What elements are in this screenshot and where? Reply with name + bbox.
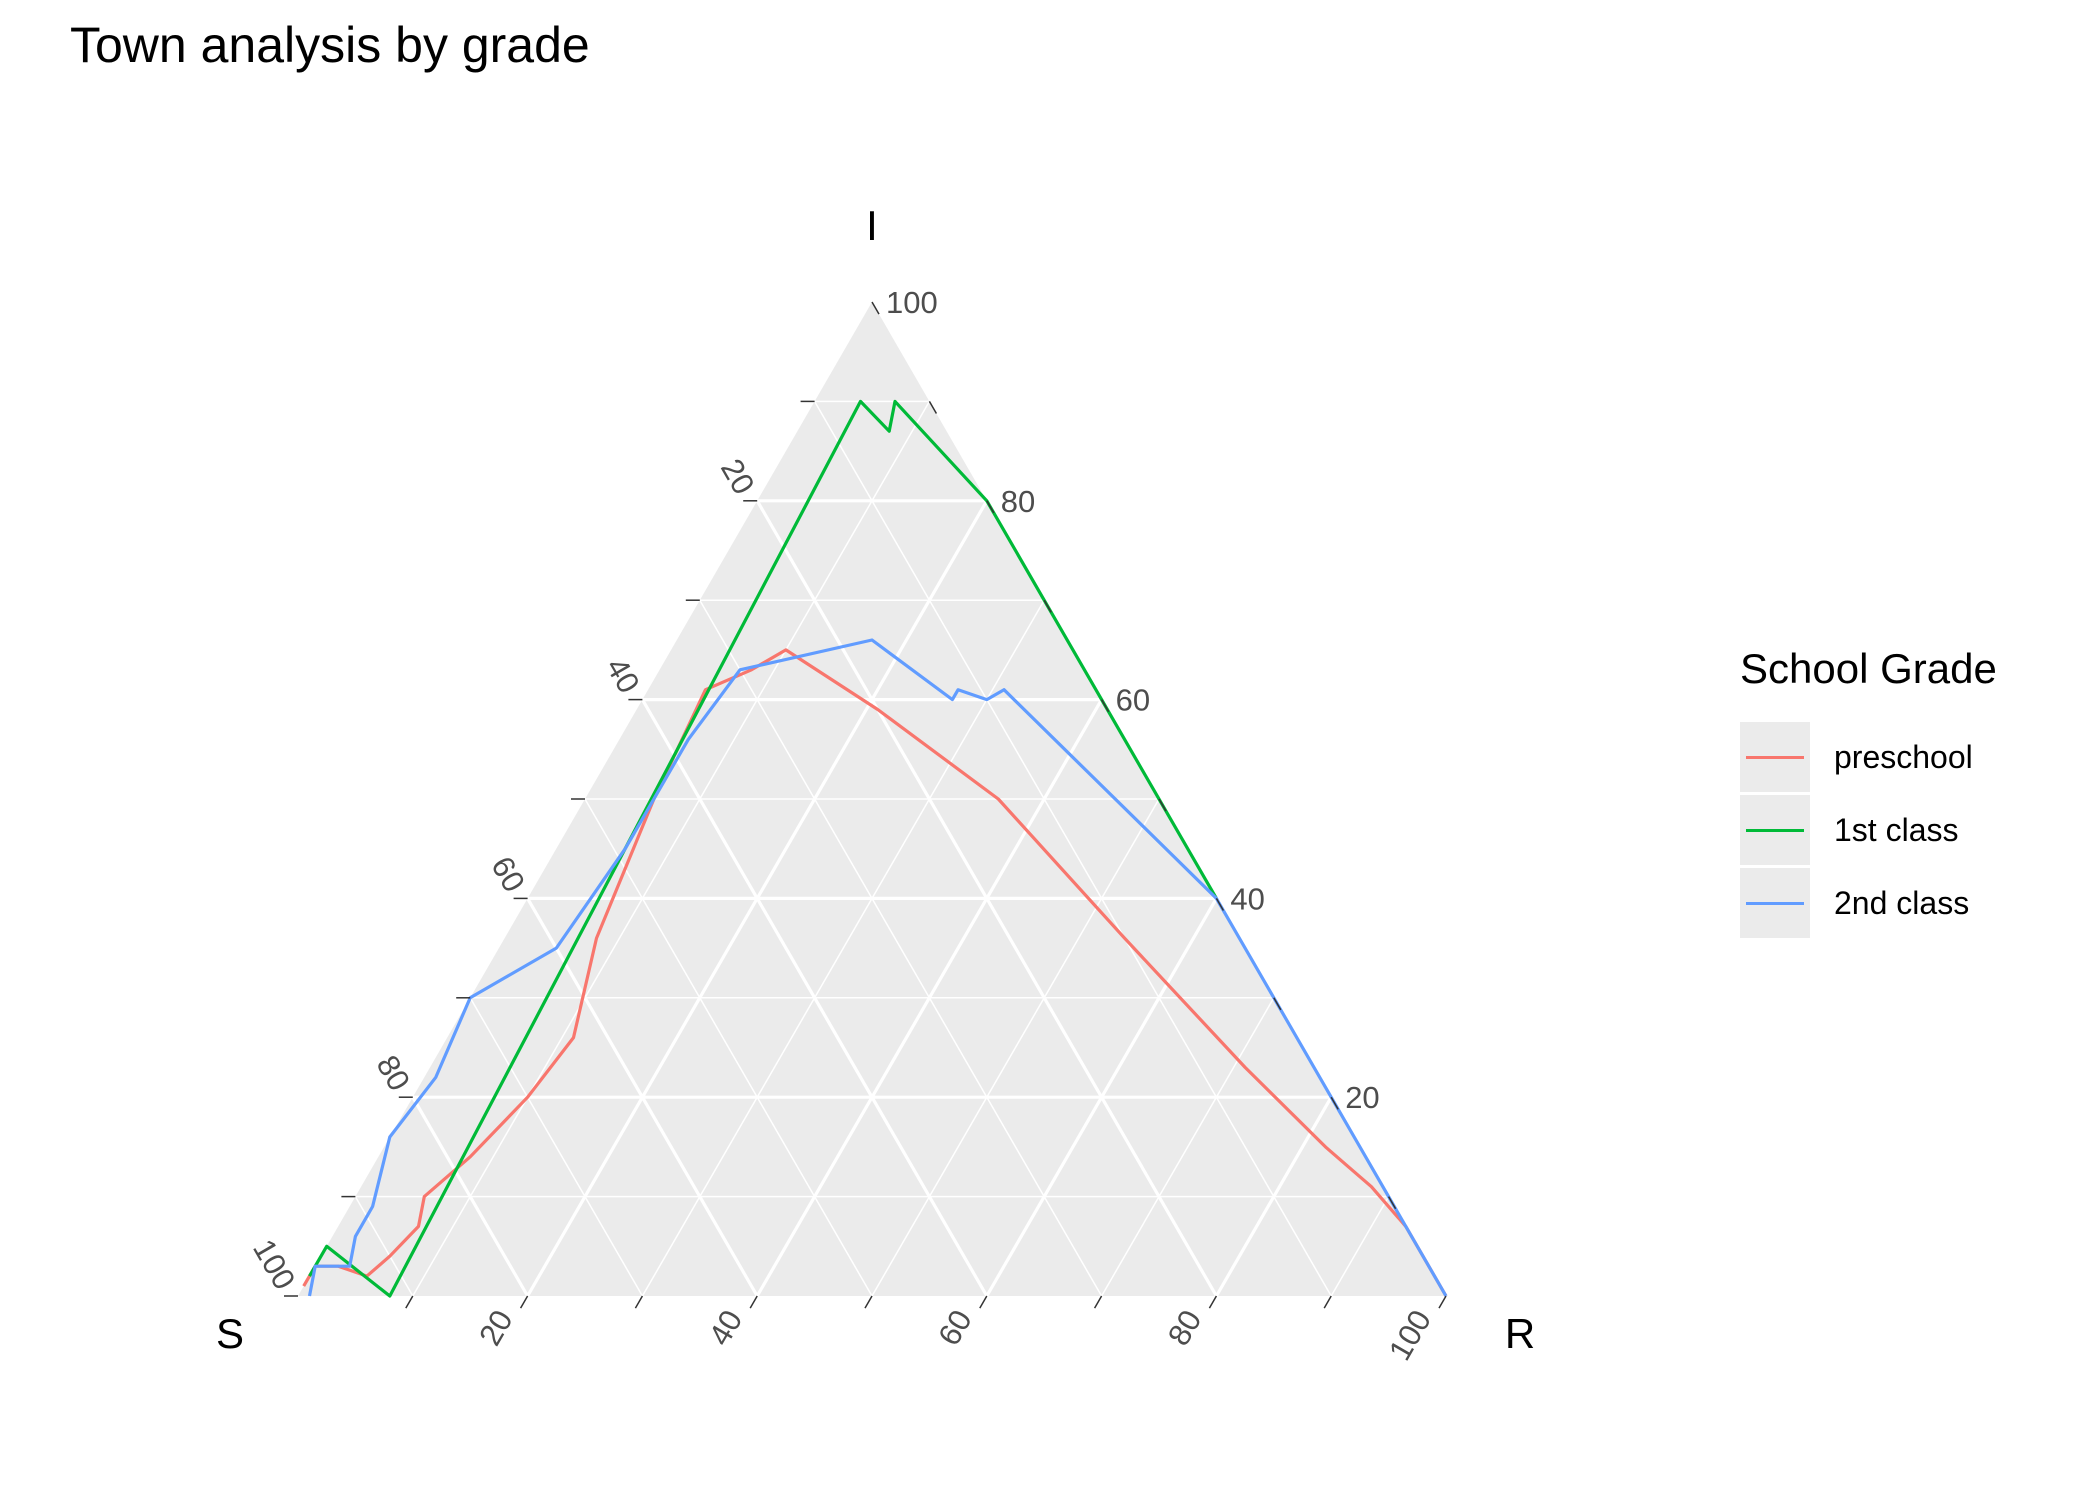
legend-swatch-2nd-class <box>1746 902 1804 905</box>
grid-minor <box>354 400 1390 1297</box>
tick-mark <box>1208 1295 1218 1309</box>
tick-label-left: 80 <box>369 1049 417 1096</box>
grid-line <box>1100 997 1275 1297</box>
tick-mark <box>1323 1295 1332 1309</box>
tick-mark <box>405 1295 414 1309</box>
tick-label-bottom: 100 <box>1382 1304 1438 1366</box>
tick-mark <box>871 301 880 315</box>
tick-mark <box>1043 599 1052 613</box>
legend-key <box>1740 868 1810 938</box>
grid-line <box>411 1096 529 1297</box>
tick-label-bottom: 20 <box>472 1304 520 1351</box>
grid-line <box>985 897 1218 1297</box>
grid-line <box>412 401 931 1297</box>
tick-label-bottom: 60 <box>931 1304 979 1351</box>
legend-item-preschool: preschool <box>1740 721 1997 793</box>
grid-line <box>354 1196 414 1297</box>
tick-label-right: 100 <box>886 285 938 320</box>
chart-title: Town analysis by grade <box>70 17 590 73</box>
legend-key <box>1740 722 1810 792</box>
tick-label-left: 40 <box>599 652 647 699</box>
tick-mark <box>864 1295 873 1309</box>
tick-mark <box>1093 1295 1103 1309</box>
legend-title: School Grade <box>1740 645 1997 692</box>
series-line-2nd-class <box>307 638 1448 1297</box>
grid-line <box>1215 1096 1333 1297</box>
legend-label: preschool <box>1834 738 1973 775</box>
tick-mark <box>1438 1295 1447 1309</box>
grid-line <box>755 698 1103 1297</box>
tick-label-right: 20 <box>1345 1080 1379 1115</box>
legend-item-1st-class: 1st class <box>1740 794 1997 866</box>
grid-line <box>641 698 989 1297</box>
grid-line <box>699 599 1103 1297</box>
tick-mark <box>1330 1096 1339 1110</box>
legend-label: 1st class <box>1834 811 1959 848</box>
legend-key <box>1740 795 1810 865</box>
grid-line <box>1330 1196 1390 1297</box>
tick-label-left: 100 <box>246 1233 302 1295</box>
tick-mark <box>986 500 995 514</box>
grid-line <box>469 997 644 1297</box>
legend-label: 2nd class <box>1834 884 1970 921</box>
legend-swatch-preschool <box>1746 756 1804 759</box>
tick-label-right: 80 <box>1001 484 1035 519</box>
grid-line <box>871 798 1160 1297</box>
tick-label-right: 40 <box>1230 881 1264 916</box>
axis-label-right: R <box>1505 1310 1535 1357</box>
tick-label-left: 20 <box>714 453 762 500</box>
axis-label-left: S <box>216 1310 244 1357</box>
tick-mark <box>1273 997 1282 1011</box>
grid-line <box>813 401 1332 1297</box>
tick-label-bottom: 80 <box>1161 1304 1209 1351</box>
tick-mark <box>749 1295 758 1309</box>
grid-line <box>584 798 873 1297</box>
tick-mark <box>634 1295 644 1309</box>
tick-mark <box>979 1295 988 1309</box>
tick-mark <box>519 1295 529 1309</box>
tick-mark <box>928 401 938 414</box>
legend-swatch-1st-class <box>1746 829 1804 832</box>
tick-mark <box>1100 699 1110 713</box>
tick-mark <box>1215 898 1225 911</box>
tick-label-left: 60 <box>484 851 532 898</box>
series-line-1st-class <box>308 399 1218 1298</box>
legend-item-2nd-class: 2nd class <box>1740 867 1997 939</box>
tick-marks <box>284 301 1447 1309</box>
tick-mark <box>1387 1196 1397 1210</box>
series-layer <box>302 399 1448 1298</box>
tick-mark <box>1158 798 1167 812</box>
axis-label-top: I <box>866 202 878 249</box>
grid-line <box>641 599 1045 1297</box>
tick-label-right: 60 <box>1116 683 1150 718</box>
legend: School Grade preschool 1st class 2nd cla… <box>1740 645 1997 940</box>
tick-label-bottom: 40 <box>702 1304 750 1351</box>
